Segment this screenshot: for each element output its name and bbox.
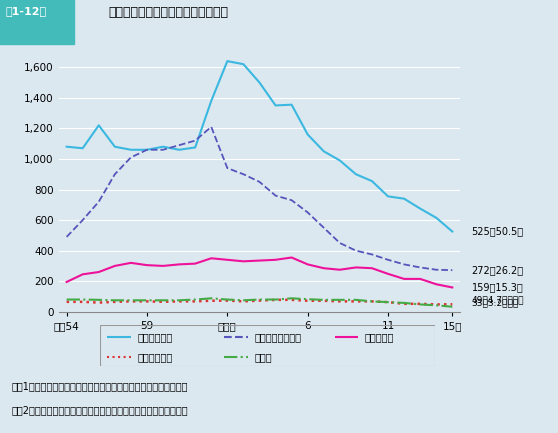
Text: 注　1　警察庁資料による。ただし，「その他」は省略している。: 注 1 警察庁資料による。ただし，「その他」は省略している。 — [11, 381, 187, 391]
Text: （人）: （人） — [22, 34, 41, 44]
Text: 2　（　）内は，若者の状態別死者数の構成率（％）である。: 2 （ ）内は，若者の状態別死者数の構成率（％）である。 — [11, 405, 188, 415]
Text: 歩行中: 歩行中 — [254, 352, 272, 362]
Text: 若者の状態別交通事故死者数の推移: 若者の状態別交通事故死者数の推移 — [109, 6, 229, 19]
Text: 原付乗車中: 原付乗車中 — [365, 332, 395, 342]
Text: 159（15.3）: 159（15.3） — [472, 282, 523, 292]
Text: 525（50.5）: 525（50.5） — [472, 226, 524, 236]
Text: 272（26.2）: 272（26.2） — [472, 265, 524, 275]
Text: 49（4.7）自転車: 49（4.7）自転車 — [472, 295, 524, 304]
Text: 自動二輪車乗車中: 自動二輪車乗車中 — [254, 332, 301, 342]
Text: 自転車乗用中: 自転車乗用中 — [137, 352, 172, 362]
Text: 第1-12図: 第1-12図 — [6, 6, 47, 16]
Text: 自動車乗車中: 自動車乗車中 — [137, 332, 172, 342]
Text: 33（3.2）歩行: 33（3.2）歩行 — [472, 298, 519, 307]
